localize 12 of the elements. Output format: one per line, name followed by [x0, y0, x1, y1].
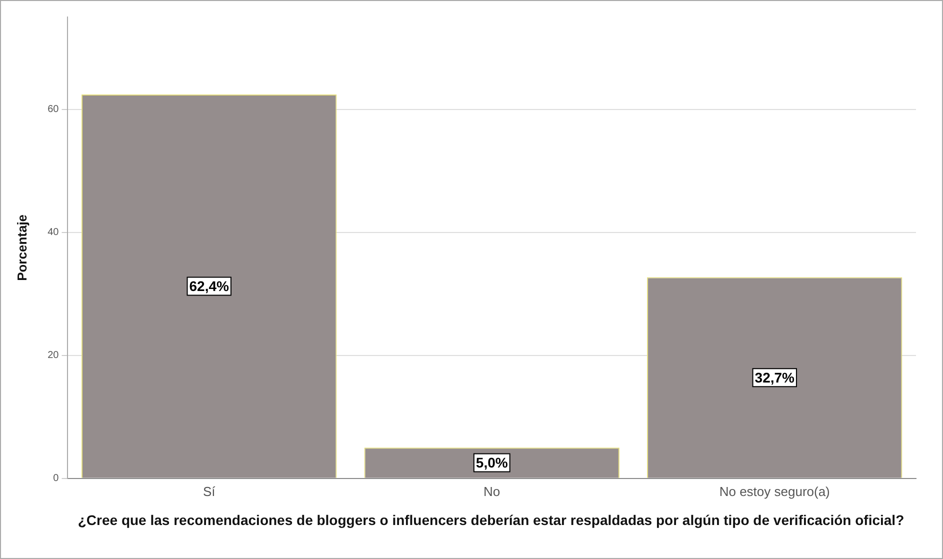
y-axis-title: Porcentaje [14, 214, 30, 281]
x-tick-label: No estoy seguro(a) [719, 484, 830, 499]
y-tick-label: 60 [48, 104, 60, 116]
x-tick-label: Sí [202, 484, 216, 499]
y-tick-label: 0 [53, 473, 60, 484]
y-tick-label: 20 [48, 350, 60, 362]
data-label: 5,0% [476, 454, 508, 471]
y-tick-label: 40 [48, 227, 60, 238]
data-label: 62,4% [189, 278, 230, 294]
x-tick-label: No [484, 484, 500, 499]
x-axis-title: ¿Cree que las recomendaciones de bloggers o influencers deberían estar respaldadas por algún tipo de verificación oficial? [76, 512, 906, 528]
data-label: 32,7% [754, 369, 796, 386]
